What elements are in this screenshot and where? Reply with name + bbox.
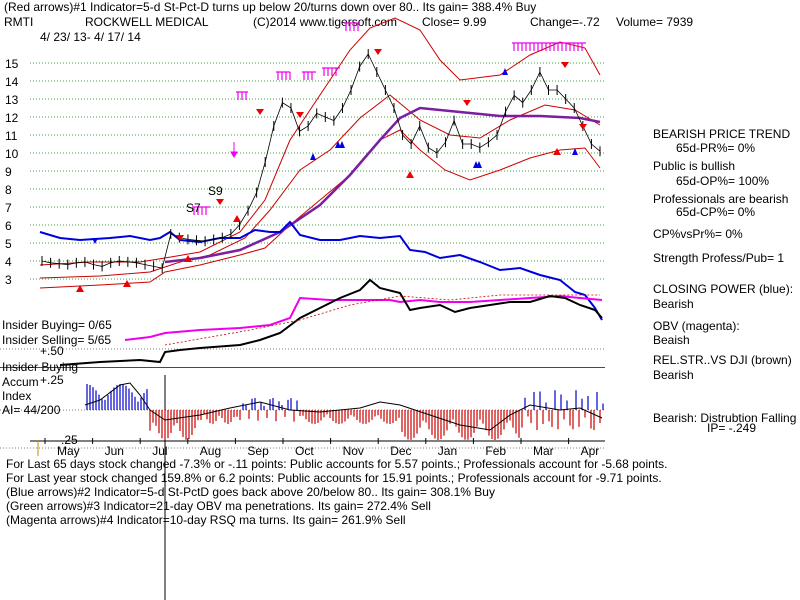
distribution-status: Bearish: Distrubtion Falling	[653, 411, 797, 425]
cumulative-line	[59, 278, 603, 366]
footer-line-4: (Green arrows)#3 Indicator=21-day OBV ma…	[6, 499, 431, 513]
x-tick-label: Sep	[247, 444, 269, 458]
cp-value: 65d-CP%= 0%	[676, 205, 756, 219]
red-up-arrow	[76, 148, 561, 297]
x-tick-label: Jun	[105, 444, 124, 458]
closing-power-title: CLOSING POWER (blue):	[653, 282, 794, 296]
relstr-title: REL.STR..VS DJI (brown)	[653, 353, 792, 367]
price-line	[41, 53, 601, 269]
insider-buying-label: Insider Buying	[2, 360, 79, 374]
moving-average-line	[39, 94, 601, 279]
copyright-label: (C)2014 www.tigersoft.com	[253, 15, 398, 29]
relative-strength-line	[164, 294, 600, 346]
y-tick-label: 8	[5, 183, 12, 197]
x-tick-label: Dec	[390, 444, 411, 458]
accum-plus50: +.50	[40, 344, 64, 358]
x-axis: May Jun Jul Aug Sep Oct Nov Dec Jan Feb Mar Apr	[30, 438, 605, 458]
professional-status: Professionals are bearish	[653, 192, 789, 206]
x-tick-label: Jul	[152, 444, 167, 458]
x-tick-label: Feb	[485, 444, 506, 458]
date-range: 4/ 23/ 13- 4/ 17/ 14	[40, 30, 141, 44]
footer-line-2: For Last year stock changed 159.8% or 6.…	[6, 471, 662, 485]
obv-value: Beaish	[653, 333, 690, 347]
accum-minus25: -.25	[57, 433, 78, 447]
upper-band-line	[39, 17, 601, 266]
closing-power-value: Bearish	[653, 297, 694, 311]
closing-power-line	[39, 220, 603, 321]
annotation-s7: S7	[186, 201, 201, 215]
y-tick-label: 6	[5, 219, 12, 233]
x-tick-label: Oct	[295, 444, 314, 458]
long-ma-line	[164, 106, 601, 264]
ip-value: IP= -.249	[707, 421, 757, 435]
y-tick-label: 13	[5, 93, 19, 107]
relstr-value: Bearish	[653, 368, 694, 382]
price-trend-title: BEARISH PRICE TREND	[653, 127, 791, 141]
pr-value: 65d-PR%= 0%	[676, 141, 756, 155]
insider-buying: Insider Buying= 0/65	[2, 318, 112, 332]
footer-line-3: (Blue arrows)#2 Indicator=5-d St-PctD go…	[6, 485, 495, 499]
ai-label: AI= 44/200	[2, 403, 61, 417]
cp-vs-pr: CP%vsPr%= 0%	[653, 227, 743, 241]
y-tick-label: 14	[5, 75, 19, 89]
price-change: Change=-.72	[530, 15, 600, 29]
footer-line-1: For Last 65 days stock changed -7.3% or …	[6, 457, 668, 471]
y-tick-label: 4	[5, 255, 12, 269]
x-tick-label: Mar	[533, 444, 554, 458]
red-down-arrow	[176, 42, 587, 241]
obv-line	[124, 294, 603, 341]
y-tick-label: 12	[5, 111, 19, 125]
y-tick-label: 10	[5, 147, 19, 161]
close-price: Close= 9.99	[422, 15, 487, 29]
x-tick-label: Jan	[438, 444, 457, 458]
y-tick-label: 3	[5, 273, 12, 287]
accum-plus25: +.25	[40, 373, 64, 387]
insider-selling: Insider Selling= 5/65	[2, 333, 112, 347]
y-axis: 3 4 5 6 7 8 9 10 11 12 13 14 15	[5, 57, 19, 287]
gridlines	[30, 62, 605, 280]
y-tick-label: 9	[5, 165, 12, 179]
strength-ratio: Strength Profess/Pub= 1	[653, 251, 785, 265]
ticker-label: RMTI	[4, 15, 34, 29]
accum-label: Accum	[2, 375, 39, 389]
y-tick-label: 7	[5, 201, 12, 215]
annotation-s9: S9	[208, 184, 223, 198]
op-value: 65d-OP%= 100%	[676, 174, 770, 188]
x-tick-label: Apr	[581, 444, 600, 458]
blue-up-arrow	[92, 68, 578, 244]
y-tick-label: 11	[5, 129, 18, 143]
chart-header-line: (Red arrows)#1 Indicator=5-d St-Pct-D tu…	[4, 0, 537, 14]
x-tick-label: Aug	[200, 444, 221, 458]
x-tick-label: May	[57, 444, 80, 458]
y-tick-label: 5	[5, 237, 12, 251]
obv-title: OBV (magenta):	[653, 319, 740, 333]
index-label: Index	[2, 389, 32, 403]
footer-line-5: (Magenta arrows)#4 Indicator=10-day RSQ …	[6, 513, 406, 527]
y-tick-label: 15	[5, 57, 19, 71]
volume-label: Volume= 7939	[616, 15, 694, 29]
x-tick-label: Nov	[343, 444, 364, 458]
magenta-down-arrows	[192, 22, 586, 215]
public-status: Public is bullish	[653, 159, 736, 173]
company-name: ROCKWELL MEDICAL	[85, 15, 209, 29]
accum-histogram	[86, 384, 604, 440]
signal-arrows	[76, 22, 587, 297]
price-bars	[41, 49, 601, 274]
accum-ma-line	[84, 382, 603, 431]
lower-band-line	[39, 129, 601, 289]
